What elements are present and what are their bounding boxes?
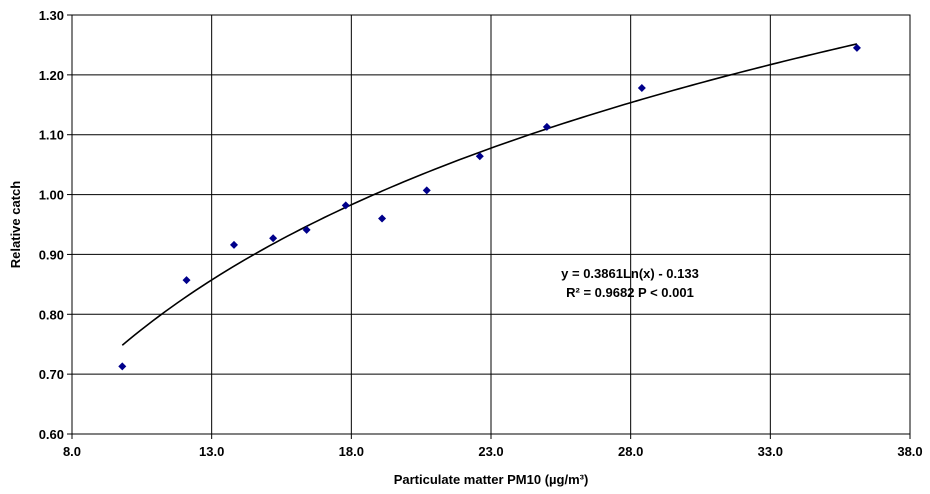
data-point — [637, 84, 646, 93]
x-axis-tick-labels: 8.0 13.0 18.0 23.0 28.0 33.0 38.0 — [63, 444, 923, 459]
data-point — [269, 234, 278, 243]
data-point — [542, 122, 551, 131]
x-tick-label: 33.0 — [758, 444, 783, 459]
data-point — [302, 225, 311, 234]
equation-label: y = 0.3861Ln(x) - 0.133 — [561, 266, 699, 281]
x-tick-label: 28.0 — [618, 444, 643, 459]
grid-lines — [67, 14, 911, 439]
y-axis-title: Relative catch — [8, 181, 23, 268]
logarithmic-trendline — [121, 43, 858, 346]
y-tick-label: 0.60 — [39, 427, 64, 442]
r-squared-label: R² = 0.9682 P < 0.001 — [566, 285, 694, 300]
y-tick-label: 0.70 — [39, 367, 64, 382]
y-tick-label: 1.20 — [39, 68, 64, 83]
x-tick-label: 23.0 — [478, 444, 503, 459]
y-tick-label: 0.80 — [39, 307, 64, 322]
data-point — [475, 152, 484, 161]
y-tick-label: 1.00 — [39, 188, 64, 203]
y-axis-tick-labels: 0.60 0.70 0.80 0.90 1.00 1.10 1.20 1.30 — [39, 8, 64, 442]
data-point — [182, 276, 191, 285]
data-point — [852, 43, 861, 52]
y-tick-label: 1.30 — [39, 8, 64, 23]
data-point — [341, 201, 350, 210]
data-point — [118, 362, 127, 371]
x-tick-label: 18.0 — [339, 444, 364, 459]
plot-area-frame — [71, 14, 911, 435]
data-points — [118, 43, 861, 371]
y-tick-label: 1.10 — [39, 128, 64, 143]
x-tick-label: 38.0 — [897, 444, 922, 459]
data-point — [378, 214, 387, 223]
y-tick-label: 0.90 — [39, 247, 64, 262]
data-point — [230, 240, 239, 249]
x-tick-label: 8.0 — [63, 444, 81, 459]
data-point — [422, 186, 431, 195]
x-axis-title: Particulate matter PM10 (µg/m³) — [394, 472, 589, 487]
x-tick-label: 13.0 — [199, 444, 224, 459]
